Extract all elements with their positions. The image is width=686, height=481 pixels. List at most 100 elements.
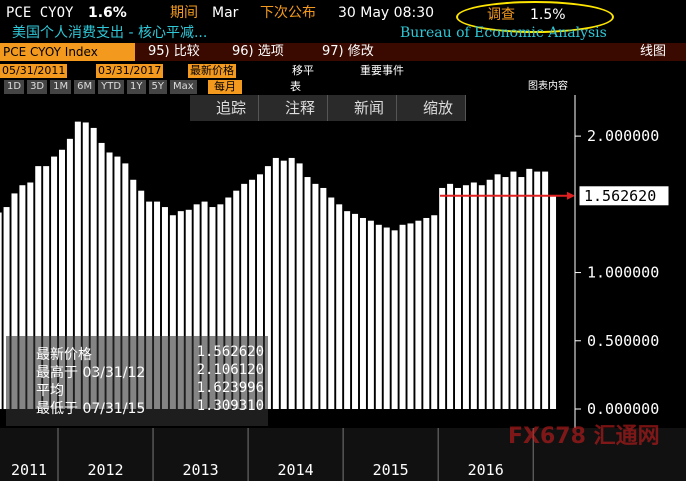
bar — [201, 201, 208, 409]
survey: 1.5% — [530, 7, 566, 23]
bar — [375, 224, 382, 409]
options[interactable]: 96) 选项 — [232, 44, 284, 59]
range-button[interactable]: 1D — [4, 80, 25, 94]
next: 30 May 08:30 — [338, 5, 435, 21]
bar — [114, 156, 121, 409]
chart-content[interactable]: 图表内容 — [528, 81, 568, 92]
description: 美国个人消费支出 - 核心平减... — [12, 25, 208, 41]
legend-value: 1.623996 — [196, 380, 264, 396]
y-tick-label: 0.000000 — [587, 400, 659, 418]
current-tag — [578, 185, 670, 207]
bar — [27, 182, 34, 409]
bar — [367, 220, 374, 409]
bar — [154, 201, 161, 409]
bar — [550, 195, 557, 409]
bar — [11, 193, 18, 409]
range-button[interactable]: 1Y — [127, 80, 146, 94]
legend-label: 平均 — [36, 383, 64, 399]
modify[interactable]: 97) 修改 — [322, 44, 374, 59]
chart-type[interactable]: 线图 — [640, 44, 667, 59]
toolbar — [0, 43, 686, 61]
bar — [169, 215, 176, 409]
moving-avg[interactable]: 移平 — [292, 64, 314, 77]
bar — [542, 171, 549, 409]
bar — [233, 190, 240, 409]
ranges: 1D 3D 1M 6M YTD 1Y 5Y Max — [4, 80, 197, 94]
events[interactable]: 重要事件 — [360, 64, 404, 77]
watermark: FX678 汇通网 — [508, 424, 660, 449]
bar — [439, 187, 446, 409]
bar — [130, 179, 137, 409]
compare[interactable]: 95) 比较 — [148, 44, 200, 59]
current-label: 1.562620 — [584, 187, 656, 205]
bar — [518, 177, 525, 409]
start-date[interactable]: 05/31/2011 — [0, 64, 68, 78]
bar — [296, 163, 303, 409]
end-date[interactable]: 03/31/2017 — [96, 64, 164, 78]
bar — [35, 166, 42, 409]
bar — [534, 171, 541, 409]
bar — [106, 152, 113, 409]
chart: 0.000000 0.500000 1.000000 2.000000 2011 2012… — [0, 95, 686, 481]
bar — [280, 160, 287, 409]
legend-value: 1.309310 — [196, 398, 264, 414]
tool-button[interactable]: 注释 — [259, 95, 329, 121]
bar — [391, 230, 398, 409]
bar — [19, 185, 26, 409]
tool-button[interactable]: 追踪 — [190, 95, 260, 121]
bar — [66, 138, 73, 409]
next-label: 下次公布 — [260, 5, 316, 21]
bar — [59, 149, 65, 409]
bar — [138, 190, 145, 409]
y-tick-label: 0.500000 — [587, 332, 659, 350]
range-button[interactable]: Max — [170, 80, 197, 94]
range-button[interactable]: 1M — [50, 80, 72, 94]
bar — [241, 183, 248, 409]
survey-label: 调查 — [487, 7, 515, 23]
bar — [146, 201, 153, 409]
x-tick-label: 2011 — [11, 461, 47, 479]
bar — [272, 157, 279, 409]
x-tick-label: 2014 — [278, 461, 314, 479]
tool-button[interactable]: 新闻 — [328, 95, 398, 121]
frequency[interactable]: 每月 — [208, 80, 242, 94]
range-button[interactable]: 6M — [74, 80, 96, 94]
source: Bureau of Economic Analysis — [400, 25, 607, 41]
bar — [43, 166, 50, 409]
bar — [510, 171, 517, 409]
highlight — [456, 1, 614, 33]
legend-value: 2.106120 — [196, 362, 264, 378]
bar — [423, 217, 430, 409]
bar — [344, 211, 351, 409]
x-tick-label: 2016 — [468, 461, 504, 479]
tool-button[interactable]: 缩放 — [397, 95, 467, 121]
bar — [98, 142, 105, 409]
security[interactable]: PCE CYOY Index — [0, 43, 135, 61]
period-label: 期间 — [170, 5, 198, 21]
bar — [225, 197, 232, 409]
bar — [257, 174, 263, 409]
bar — [399, 224, 406, 409]
range-button[interactable]: 3D — [27, 80, 48, 94]
last: 1.6% — [88, 5, 127, 21]
period: Mar — [212, 5, 239, 21]
bar — [264, 166, 271, 409]
bar — [122, 163, 129, 409]
range-button[interactable]: YTD — [98, 80, 125, 94]
bar — [74, 121, 81, 409]
bar — [0, 212, 2, 409]
y-tick-label: 1.000000 — [587, 264, 659, 282]
table[interactable]: 表 — [290, 80, 301, 93]
field[interactable]: 最新价格 — [188, 64, 236, 78]
bar — [288, 157, 295, 409]
y-tick-label: 2.000000 — [587, 127, 659, 145]
bar — [51, 156, 58, 409]
bar — [249, 179, 256, 409]
bar — [193, 204, 200, 409]
range-button[interactable]: 5Y — [148, 80, 168, 94]
current-arrow — [567, 191, 575, 200]
bar — [320, 187, 327, 409]
bar — [336, 204, 343, 409]
bar — [462, 185, 469, 409]
bar — [161, 207, 168, 409]
